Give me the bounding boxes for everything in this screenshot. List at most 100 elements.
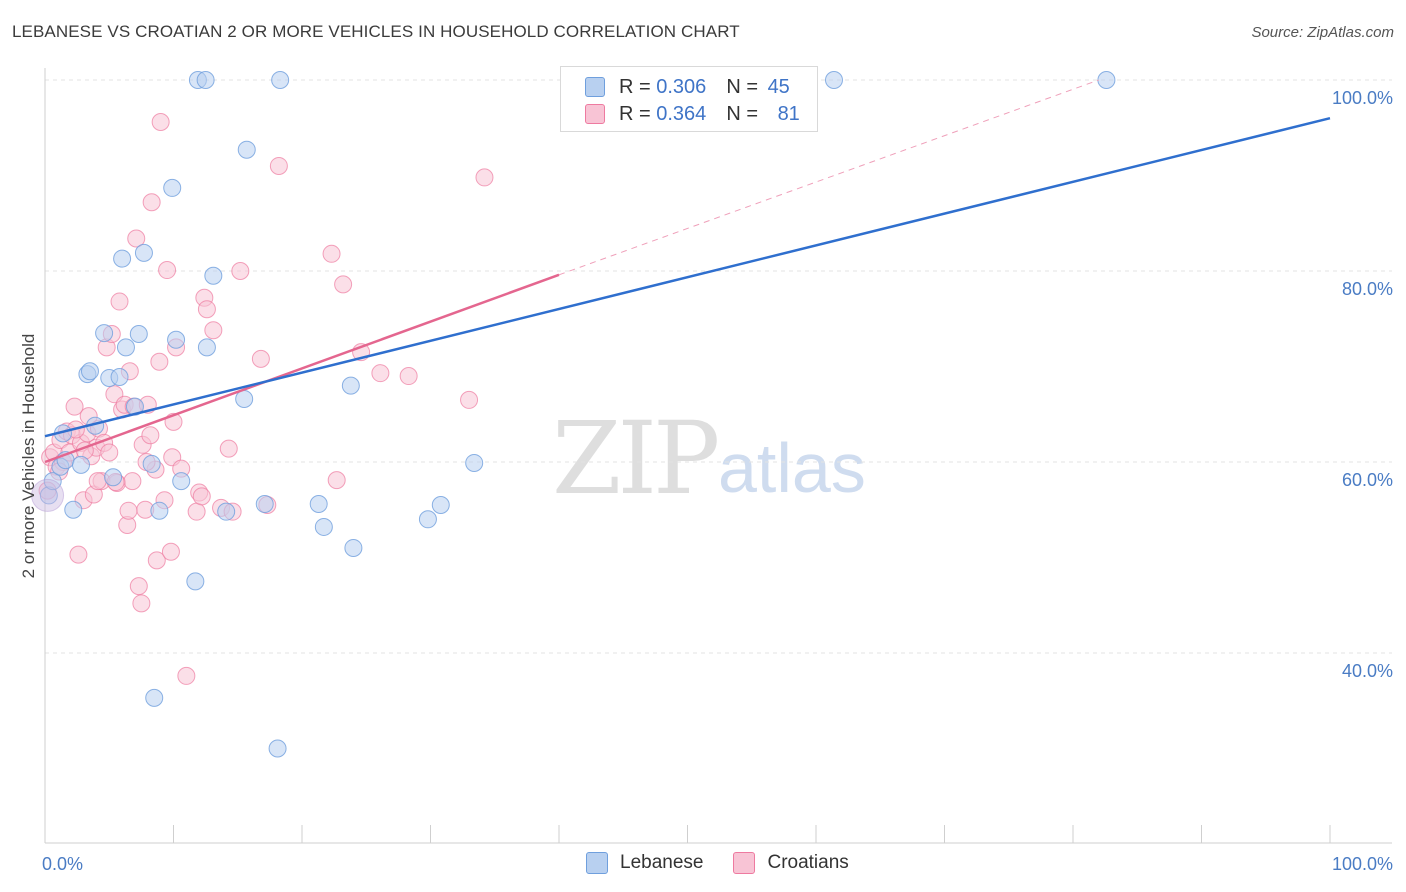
croatians-point: [231, 262, 250, 280]
lebanese-swatch: [585, 77, 605, 97]
lebanese-point: [150, 501, 169, 520]
croatians-point: [192, 487, 211, 506]
lebanese-point: [235, 389, 254, 408]
lebanese-point: [341, 376, 360, 395]
croatians-point: [119, 501, 138, 520]
legend-n-label: N =: [726, 75, 764, 98]
watermark-atlas: atlas: [718, 429, 866, 507]
croatians-swatch: [585, 104, 605, 124]
croatians-point: [69, 545, 88, 564]
croatians-point: [177, 666, 196, 685]
trend-lines: [44, 79, 1331, 464]
croatians-point: [371, 364, 390, 383]
lebanese-point: [145, 688, 164, 707]
tick-labels: 40.0% 60.0% 80.0% 100.0% 0.0% 100.0%: [42, 88, 1393, 874]
croatians-trend-extension: [558, 79, 1099, 276]
legend-r-value: 0.306: [656, 75, 707, 98]
croatians-point: [197, 300, 216, 319]
croatians-point: [127, 229, 146, 248]
x-tick-label: 0.0%: [42, 854, 83, 874]
axes: [44, 68, 1392, 844]
legend-r-value: 0.364: [656, 102, 707, 125]
lebanese-point: [204, 266, 223, 285]
croatians-point: [129, 577, 148, 596]
croatians-point: [187, 502, 206, 521]
series-legend: Lebanese Croatians: [586, 852, 879, 874]
croatians-points: [38, 113, 494, 685]
lebanese-swatch: [586, 852, 608, 874]
croatians-point: [123, 472, 142, 491]
lebanese-point: [418, 510, 437, 529]
lebanese-point: [196, 71, 215, 89]
croatians-point: [399, 367, 418, 386]
legend: R = 0.306 N = 45 R = 0.364 N = 81: [560, 66, 818, 132]
legend-n-value: 81: [777, 102, 800, 125]
lebanese-point: [465, 453, 484, 472]
croatians-point: [161, 542, 180, 561]
y-tick-label: 100.0%: [1332, 88, 1393, 108]
legend-r-label: R =: [619, 75, 657, 98]
lebanese-points: [31, 71, 1116, 758]
croatians-point: [110, 292, 129, 311]
x-tick-label: 100.0%: [1332, 854, 1393, 874]
lebanese-point: [268, 739, 287, 758]
lebanese-point: [167, 330, 186, 349]
source-label: Source: ZipAtlas.com: [1251, 24, 1394, 41]
series-name: Croatians: [767, 852, 849, 873]
lebanese-point: [172, 472, 191, 491]
series-name: Lebanese: [620, 852, 704, 873]
y-tick-label: 40.0%: [1342, 661, 1393, 681]
croatians-point: [132, 594, 151, 613]
croatians-point: [158, 261, 177, 280]
croatians-point: [150, 352, 169, 371]
legend-row-croatians: R = 0.364 N = 81: [585, 100, 800, 128]
croatians-point: [269, 156, 288, 175]
lebanese-point: [95, 324, 114, 343]
legend-n-value: 45: [767, 75, 790, 98]
croatians-trend-line: [44, 273, 560, 464]
legend-row-lebanese: R = 0.306 N = 45: [585, 73, 790, 101]
croatians-swatch: [733, 852, 756, 874]
lebanese-point: [186, 572, 205, 591]
lebanese-point: [116, 338, 135, 357]
lebanese-point: [237, 140, 256, 159]
lebanese-point: [271, 71, 290, 89]
lebanese-trend-line: [44, 116, 1331, 438]
lebanese-point: [134, 243, 153, 262]
croatians-point: [151, 113, 170, 132]
lebanese-point: [217, 502, 236, 521]
y-tick-label: 60.0%: [1342, 470, 1393, 490]
croatians-point: [204, 321, 223, 340]
series-legend-lebanese: Lebanese: [586, 852, 703, 874]
legend-n-label: N =: [726, 102, 764, 125]
lebanese-point: [314, 517, 333, 536]
lebanese-point: [71, 455, 90, 474]
lebanese-point: [344, 538, 363, 557]
croatians-point: [251, 349, 270, 368]
lebanese-point: [309, 495, 328, 514]
lebanese-point: [163, 178, 182, 197]
croatians-point: [322, 244, 341, 263]
lebanese-point: [1097, 71, 1116, 89]
croatians-point: [142, 193, 161, 212]
lebanese-point: [104, 468, 123, 487]
croatians-point: [334, 275, 353, 294]
lebanese-point: [43, 472, 62, 491]
series-legend-croatians: Croatians: [733, 852, 849, 874]
croatians-point: [65, 397, 84, 416]
croatians-point: [475, 168, 494, 187]
overlap-point: [31, 478, 65, 512]
croatians-point: [219, 439, 238, 458]
lebanese-point: [80, 362, 99, 381]
lebanese-point: [255, 495, 274, 514]
lebanese-point: [64, 500, 83, 519]
watermark-zip: ZIP: [552, 400, 720, 517]
croatians-point: [327, 471, 346, 490]
grid-lines: [45, 79, 1392, 654]
y-tick-label: 80.0%: [1342, 279, 1393, 299]
croatians-point: [147, 551, 166, 570]
lebanese-point: [113, 249, 132, 268]
lebanese-point: [129, 325, 148, 344]
legend-r-label: R =: [619, 102, 657, 125]
